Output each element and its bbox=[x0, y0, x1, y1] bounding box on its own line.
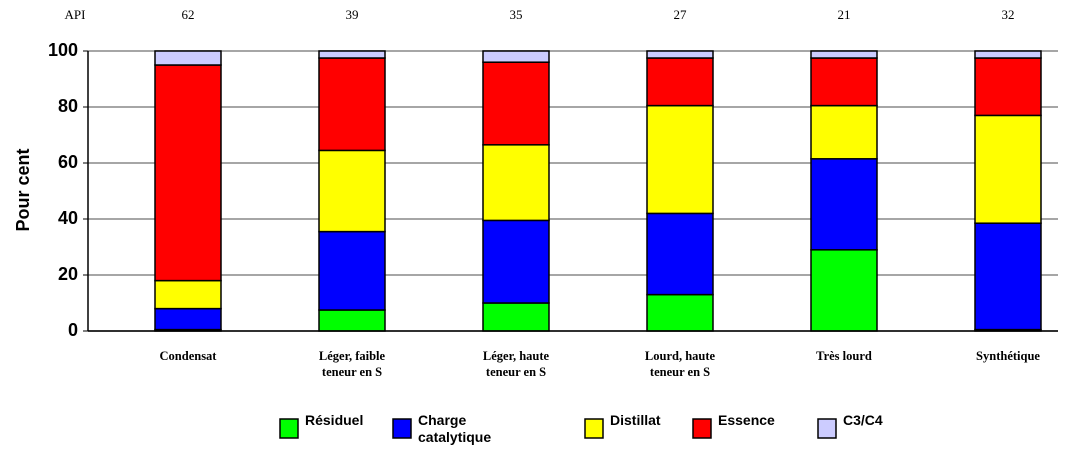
api-label: API bbox=[65, 7, 86, 22]
legend-label: Charge catalytique bbox=[418, 412, 492, 445]
y-axis-title: Pour cent bbox=[13, 148, 33, 231]
y-tick-label: 0 bbox=[68, 320, 78, 340]
y-tick-label: 40 bbox=[58, 208, 78, 228]
legend-swatch bbox=[279, 418, 299, 439]
bar-segment bbox=[810, 57, 878, 107]
bar-segment bbox=[974, 114, 1042, 224]
bar-segment bbox=[810, 158, 878, 251]
x-tick-label: Léger, haute teneur en S bbox=[482, 349, 550, 379]
api-value: 27 bbox=[674, 7, 688, 22]
bar-segment bbox=[318, 57, 386, 152]
legend-swatch bbox=[392, 418, 412, 439]
bar-segment bbox=[482, 219, 550, 304]
x-tick-label: Très lourd bbox=[816, 349, 872, 363]
legend-swatch bbox=[692, 418, 712, 439]
api-value: 32 bbox=[1002, 7, 1015, 22]
api-value: 62 bbox=[182, 7, 195, 22]
bar-segment bbox=[974, 222, 1042, 331]
legend-label: Résiduel bbox=[305, 412, 364, 428]
bar-segment bbox=[154, 50, 222, 66]
bar-segment bbox=[154, 307, 222, 331]
legend-swatch bbox=[584, 418, 604, 439]
api-value: 35 bbox=[510, 7, 523, 22]
bar-segment bbox=[154, 279, 222, 310]
bar-segment bbox=[154, 64, 222, 282]
bar-segment bbox=[318, 309, 386, 332]
bar-segment bbox=[974, 50, 1042, 59]
bar-segment bbox=[810, 50, 878, 59]
y-tick-label: 100 bbox=[48, 40, 78, 60]
y-tick-label: 80 bbox=[58, 96, 78, 116]
bar-segment bbox=[318, 149, 386, 233]
x-tick-label: Condensat bbox=[159, 349, 217, 363]
bar-segment bbox=[810, 104, 878, 160]
bar-segment bbox=[482, 61, 550, 146]
bar-segment bbox=[974, 57, 1042, 117]
legend-label: C3/C4 bbox=[843, 412, 883, 428]
api-value: 39 bbox=[346, 7, 359, 22]
bar-segment bbox=[810, 249, 878, 332]
y-tick-label: 20 bbox=[58, 264, 78, 284]
bar-segment bbox=[318, 230, 386, 311]
legend-label: Essence bbox=[718, 412, 775, 428]
bar-segment bbox=[482, 50, 550, 63]
legend-label: Distillat bbox=[610, 412, 661, 428]
y-tick-label: 60 bbox=[58, 152, 78, 172]
bar-segment bbox=[646, 212, 714, 296]
x-tick-label: Léger, faible teneur en S bbox=[318, 349, 386, 379]
bar-segment bbox=[646, 293, 714, 332]
bar-segment bbox=[646, 50, 714, 59]
x-tick-label: Lourd, haute teneur en S bbox=[644, 349, 716, 379]
bar-segment bbox=[646, 104, 714, 215]
bar-segment bbox=[318, 50, 386, 59]
bar-segment bbox=[646, 57, 714, 107]
legend-swatch bbox=[817, 418, 837, 439]
bar-segment bbox=[482, 144, 550, 222]
api-value: 21 bbox=[838, 7, 851, 22]
bar-segment bbox=[482, 302, 550, 332]
x-tick-label: Synthétique bbox=[976, 349, 1040, 363]
